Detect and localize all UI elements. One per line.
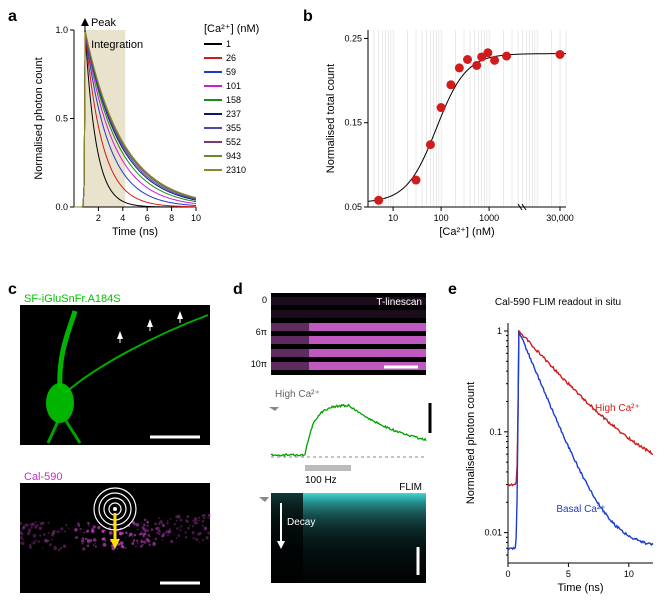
svg-text:355: 355 xyxy=(226,123,241,133)
svg-text:Cal-590: Cal-590 xyxy=(24,471,63,483)
svg-text:Normalised photon count: Normalised photon count xyxy=(465,382,477,504)
figure-root: a 2468100.00.51.0PeakIntegrationTime (ns… xyxy=(8,8,660,595)
svg-text:0.01: 0.01 xyxy=(484,528,502,538)
svg-text:1.0: 1.0 xyxy=(55,25,68,35)
svg-text:Normalised total count: Normalised total count xyxy=(325,64,337,173)
svg-text:Decay: Decay xyxy=(287,517,315,528)
panel-d-label: d xyxy=(233,281,243,299)
svg-text:Basal Ca²⁺: Basal Ca²⁺ xyxy=(556,504,605,515)
svg-text:High Ca²⁺: High Ca²⁺ xyxy=(595,403,640,414)
svg-text:1: 1 xyxy=(226,39,231,49)
svg-text:[Ca²⁺] (nM): [Ca²⁺] (nM) xyxy=(439,226,494,238)
svg-text:59: 59 xyxy=(226,67,236,77)
svg-text:0.1: 0.1 xyxy=(489,427,502,437)
svg-text:10: 10 xyxy=(624,569,634,579)
svg-text:100 Hz: 100 Hz xyxy=(305,475,337,486)
svg-text:Integration: Integration xyxy=(91,39,143,51)
svg-text:T-linescan: T-linescan xyxy=(376,297,422,308)
svg-text:0.5: 0.5 xyxy=(55,114,68,124)
svg-text:8: 8 xyxy=(169,213,174,223)
svg-text:0: 0 xyxy=(505,569,510,579)
svg-text:Cal-590 FLIM readout in situ: Cal-590 FLIM readout in situ xyxy=(495,297,621,308)
svg-text:158: 158 xyxy=(226,95,241,105)
panel-c-label: c xyxy=(8,281,17,299)
svg-text:100: 100 xyxy=(434,213,449,223)
svg-text:Time (ns): Time (ns) xyxy=(112,226,158,238)
panel-b-chart: 0.05 0.15 0.25 10 100 1000 30,000 [Ca²⁺] (nM) No… xyxy=(318,12,578,242)
svg-text:FLIM: FLIM xyxy=(399,482,422,493)
svg-text:30,000: 30,000 xyxy=(546,213,574,223)
svg-text:943: 943 xyxy=(226,151,241,161)
svg-text:552: 552 xyxy=(226,137,241,147)
panel-b-label: b xyxy=(303,8,313,26)
svg-text:Peak: Peak xyxy=(91,17,117,29)
panel-c-images: SF-iGluSnFr.A184S Cal-590 xyxy=(20,293,220,603)
svg-text:1: 1 xyxy=(497,326,502,336)
svg-text:0.0: 0.0 xyxy=(55,202,68,212)
svg-text:5: 5 xyxy=(566,569,571,579)
svg-text:10: 10 xyxy=(388,213,398,223)
svg-text:6π: 6π xyxy=(256,327,267,337)
panel-a-chart: 2 4 6 8 10 0.0 0.5 1.0 Peak Integration Time (ns) N… xyxy=(26,12,281,242)
svg-text:0.05: 0.05 xyxy=(344,202,362,212)
svg-text:2310: 2310 xyxy=(226,165,246,175)
svg-text:4: 4 xyxy=(120,213,125,223)
svg-text:0.15: 0.15 xyxy=(344,118,362,128)
svg-text:0: 0 xyxy=(262,295,267,305)
svg-text:26: 26 xyxy=(226,53,236,63)
svg-text:Time (ns): Time (ns) xyxy=(557,582,603,594)
svg-text:2: 2 xyxy=(96,213,101,223)
svg-text:[Ca²⁺] (nM): [Ca²⁺] (nM) xyxy=(204,23,259,35)
panel-d-images: T-linescan 0 6π 10π High Ca²⁺ 100 Hz FLIM Decay xyxy=(243,293,438,603)
panel-e-chart: Cal-590 FLIM readout in situ 0 5 10 0.01 0.1 1… xyxy=(458,293,663,603)
svg-text:10π: 10π xyxy=(251,359,267,369)
svg-text:0.25: 0.25 xyxy=(344,33,362,43)
panel-a-label: a xyxy=(8,8,17,26)
svg-text:SF-iGluSnFr.A184S: SF-iGluSnFr.A184S xyxy=(24,293,121,305)
svg-text:10: 10 xyxy=(191,213,201,223)
svg-text:Normalised photon count: Normalised photon count xyxy=(33,57,45,179)
svg-text:237: 237 xyxy=(226,109,241,119)
svg-text:1000: 1000 xyxy=(479,213,499,223)
svg-text:6: 6 xyxy=(145,213,150,223)
panel-e-label: e xyxy=(448,281,457,299)
svg-text:High Ca²⁺: High Ca²⁺ xyxy=(275,389,320,400)
svg-text:101: 101 xyxy=(226,81,241,91)
